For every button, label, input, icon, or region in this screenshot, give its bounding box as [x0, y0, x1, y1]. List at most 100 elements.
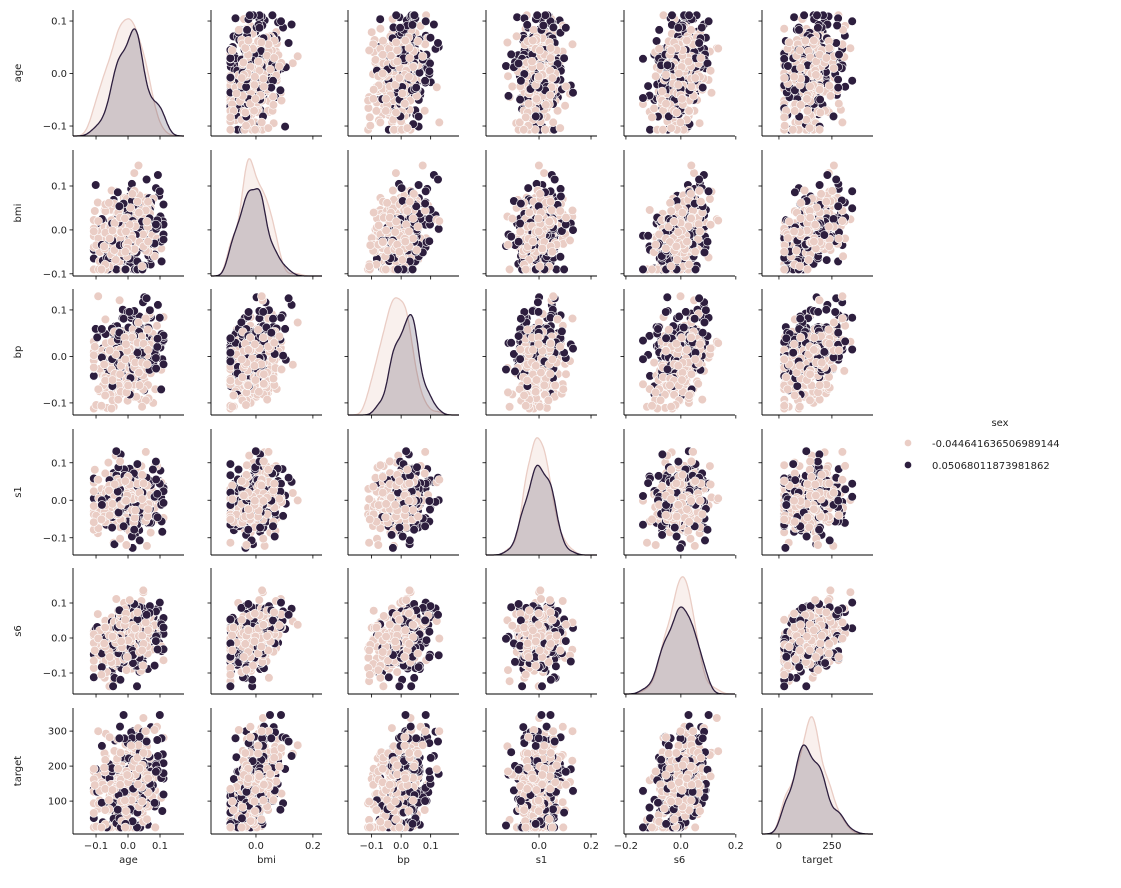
scatter-point	[105, 345, 115, 356]
scatter-point	[369, 85, 379, 95]
scatter-point	[143, 197, 153, 207]
scatter-point	[545, 197, 556, 207]
scatter-point	[662, 60, 673, 70]
scatter-point	[413, 222, 423, 232]
scatter-point	[145, 305, 155, 315]
scatter-point	[795, 213, 806, 223]
scatter-point	[404, 226, 414, 237]
scatter-point	[831, 174, 841, 185]
scatter-point	[534, 160, 544, 171]
y-tick-label: 0.0	[51, 352, 67, 363]
scatter-point	[99, 241, 109, 251]
scatter-point	[397, 255, 408, 265]
scatter-point	[424, 236, 434, 246]
scatter-point	[100, 314, 110, 325]
scatter-point	[796, 63, 806, 73]
scatter-point	[790, 106, 800, 116]
scatter-point	[547, 205, 557, 215]
scatter-point	[686, 81, 697, 92]
scatter-point	[673, 23, 684, 33]
scatter-point	[133, 160, 144, 171]
scatter-point	[391, 10, 401, 20]
scatter-point	[368, 94, 378, 104]
scatter-point	[675, 117, 686, 127]
scatter-point	[532, 10, 542, 20]
scatter-point	[705, 220, 716, 230]
scatter-point	[390, 227, 400, 237]
scatter-point	[418, 160, 428, 171]
scatter-point	[107, 226, 118, 236]
scatter-point	[528, 237, 538, 247]
scatter-point	[511, 31, 522, 41]
scatter-point	[533, 213, 544, 223]
scatter-point	[567, 39, 578, 49]
scatter-point	[391, 37, 401, 48]
scatter-point	[501, 61, 511, 71]
scatter-point	[121, 339, 131, 349]
scatter-point	[276, 95, 287, 106]
scatter-point	[97, 324, 107, 334]
scatter-point	[142, 174, 152, 185]
scatter-point	[783, 61, 793, 71]
scatter-point	[381, 226, 391, 236]
scatter-point	[672, 107, 682, 118]
scatter-point	[378, 36, 388, 46]
scatter-point	[799, 10, 809, 20]
scatter-point	[413, 36, 423, 46]
scatter-point	[96, 401, 106, 411]
scatter-point	[546, 43, 556, 53]
scatter-point	[702, 237, 713, 247]
scatter-point	[528, 35, 538, 46]
scatter-point	[667, 10, 677, 20]
scatter-point	[515, 227, 525, 237]
scatter-point	[258, 74, 269, 84]
scatter-point	[547, 73, 557, 83]
scatter-point	[555, 123, 565, 133]
scatter-point	[105, 234, 115, 244]
scatter-point	[123, 380, 133, 391]
panel-bmi-vs-bmi	[207, 150, 322, 280]
y-tick-label: 0.1	[51, 305, 67, 316]
y-axis-label: bmi	[13, 204, 24, 223]
scatter-point	[686, 189, 696, 199]
scatter-point	[699, 247, 710, 257]
scatter-point	[90, 206, 100, 216]
scatter-point	[392, 45, 402, 55]
scatter-point	[420, 76, 430, 86]
scatter-point	[548, 22, 559, 32]
scatter-point	[523, 99, 534, 109]
scatter-point	[686, 213, 696, 223]
scatter-point	[539, 168, 549, 178]
scatter-point	[538, 20, 549, 31]
scatter-point	[821, 197, 831, 207]
scatter-point	[374, 220, 384, 230]
scatter-point	[259, 81, 269, 92]
scatter-point	[647, 112, 657, 122]
scatter-point	[115, 369, 125, 379]
scatter-point	[142, 359, 152, 369]
scatter-point	[96, 264, 106, 275]
scatter-point	[838, 251, 848, 261]
scatter-point	[638, 93, 648, 103]
scatter-point	[682, 35, 692, 46]
scatter-point	[124, 307, 134, 317]
scatter-point	[516, 199, 526, 209]
scatter-point	[158, 199, 169, 210]
scatter-point	[559, 53, 569, 63]
scatter-point	[812, 10, 822, 20]
scatter-point	[153, 170, 163, 180]
scatter-point	[274, 61, 284, 71]
scatter-point	[545, 53, 556, 63]
scatter-point	[365, 240, 375, 250]
scatter-point	[547, 247, 557, 257]
panel-age-vs-s6	[620, 10, 737, 140]
y-axis-label: bp	[13, 346, 24, 359]
scatter-point	[531, 111, 541, 121]
scatter-point	[250, 125, 260, 135]
scatter-point	[433, 38, 443, 48]
scatter-point	[824, 43, 834, 53]
scatter-point	[669, 217, 679, 227]
scatter-point	[408, 213, 418, 223]
